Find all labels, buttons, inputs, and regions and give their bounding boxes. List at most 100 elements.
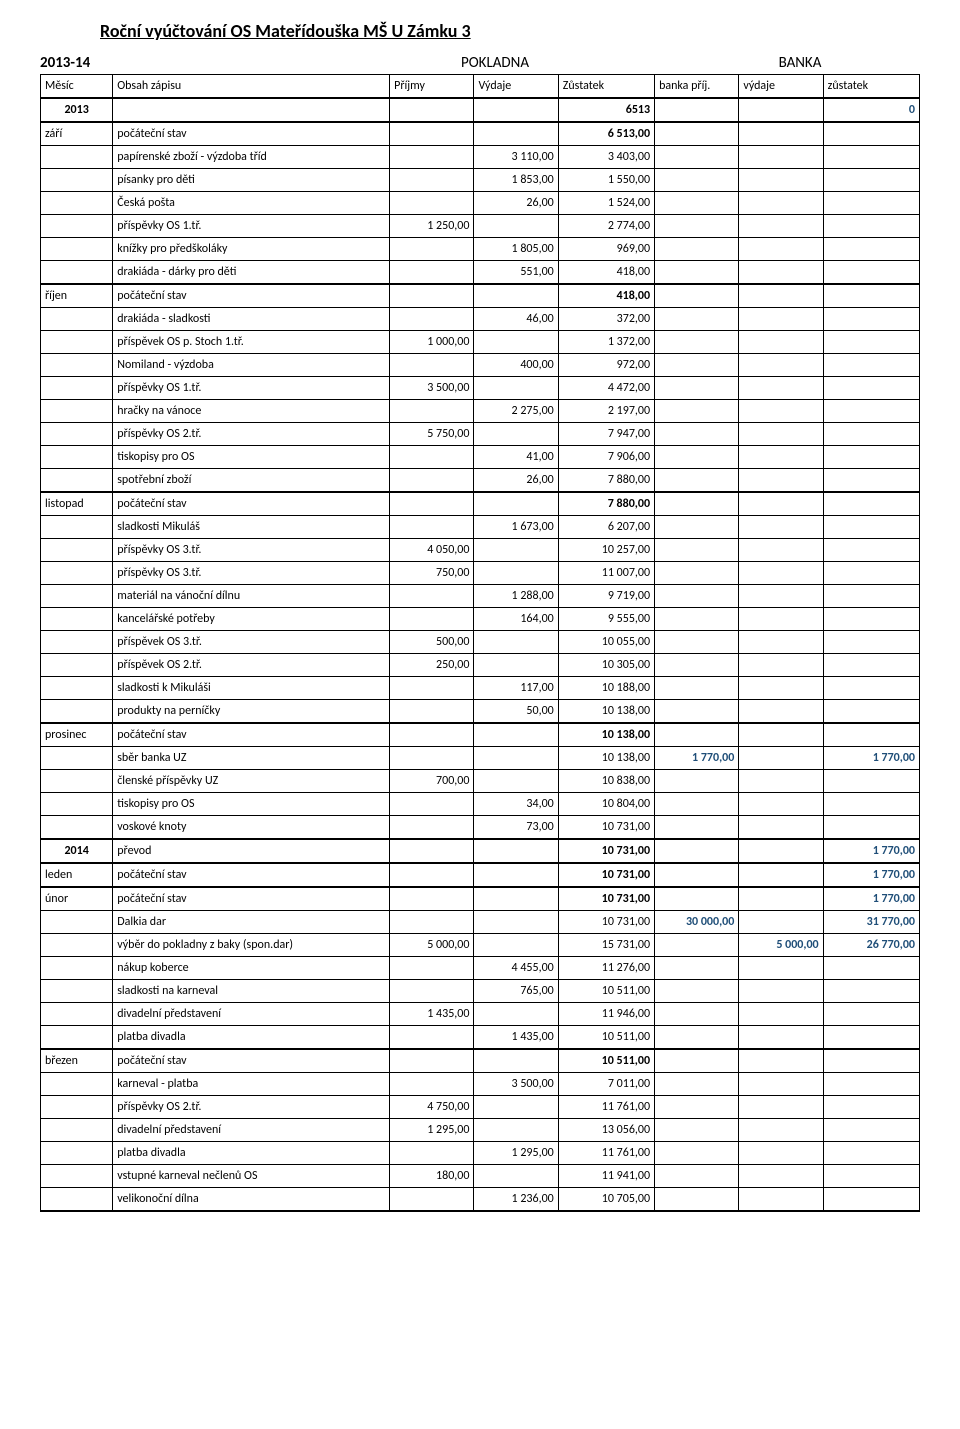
cell-zust: 10 305,00 xyxy=(558,654,654,677)
cell-mesic xyxy=(41,1119,113,1142)
cell-vydaje: 1 805,00 xyxy=(474,238,558,261)
cell-bvyd xyxy=(739,608,823,631)
cell-bzust: 31 770,00 xyxy=(823,911,919,934)
cell-mesic xyxy=(41,192,113,215)
cell-bzust xyxy=(823,1026,919,1050)
cell-bzust xyxy=(823,400,919,423)
cell-mesic xyxy=(41,516,113,539)
cell-bprij xyxy=(655,146,739,169)
cell-vydaje: 1 288,00 xyxy=(474,585,558,608)
col-bvyd: výdaje xyxy=(739,75,823,99)
cell-bvyd xyxy=(739,957,823,980)
cell-prijmy xyxy=(390,887,474,911)
cell-mesic: únor xyxy=(41,887,113,911)
header-row: Měsíc Obsah zápisu Příjmy Výdaje Zůstate… xyxy=(41,75,920,99)
cell-bzust xyxy=(823,816,919,840)
cell-obsah: převod xyxy=(113,839,390,863)
cell-prijmy xyxy=(390,608,474,631)
cell-zust: 11 761,00 xyxy=(558,1142,654,1165)
cell-bzust xyxy=(823,1188,919,1212)
cell-vydaje: 765,00 xyxy=(474,980,558,1003)
table-row: březenpočáteční stav10 511,00 xyxy=(41,1049,920,1073)
cell-obsah: kancelářské potřeby xyxy=(113,608,390,631)
cell-mesic xyxy=(41,585,113,608)
cell-prijmy xyxy=(390,238,474,261)
cell-bvyd xyxy=(739,585,823,608)
cell-vydaje xyxy=(474,839,558,863)
cell-bprij xyxy=(655,98,739,122)
cell-mesic xyxy=(41,608,113,631)
cell-obsah: příspěvky OS 2.tř. xyxy=(113,423,390,446)
cell-vydaje: 4 455,00 xyxy=(474,957,558,980)
cell-prijmy: 5 750,00 xyxy=(390,423,474,446)
cell-prijmy xyxy=(390,700,474,724)
cell-prijmy: 1 295,00 xyxy=(390,1119,474,1142)
cell-bprij xyxy=(655,1049,739,1073)
table-row: sladkosti k Mikuláši117,0010 188,00 xyxy=(41,677,920,700)
cell-obsah: příspěvky OS 3.tř. xyxy=(113,539,390,562)
cell-mesic xyxy=(41,1188,113,1212)
cell-bprij xyxy=(655,1188,739,1212)
cell-mesic xyxy=(41,934,113,957)
cell-obsah: tiskopisy pro OS xyxy=(113,793,390,816)
table-row: Česká pošta26,001 524,00 xyxy=(41,192,920,215)
cell-obsah: členské příspěvky UZ xyxy=(113,770,390,793)
cell-bvyd xyxy=(739,700,823,724)
cell-bzust xyxy=(823,122,919,146)
cell-bprij xyxy=(655,980,739,1003)
cell-prijmy: 1 250,00 xyxy=(390,215,474,238)
cell-prijmy xyxy=(390,911,474,934)
cell-zust: 9 719,00 xyxy=(558,585,654,608)
cell-bzust xyxy=(823,654,919,677)
cell-bvyd xyxy=(739,1049,823,1073)
cell-obsah: příspěvek OS p. Stoch 1.tř. xyxy=(113,331,390,354)
cell-obsah: spotřební zboží xyxy=(113,469,390,493)
cell-zust: 4 472,00 xyxy=(558,377,654,400)
cell-bzust xyxy=(823,585,919,608)
cell-bvyd xyxy=(739,887,823,911)
table-row: platba divadla1 435,0010 511,00 xyxy=(41,1026,920,1050)
cell-bvyd: 5 000,00 xyxy=(739,934,823,957)
table-row: spotřební zboží26,007 880,00 xyxy=(41,469,920,493)
cell-vydaje xyxy=(474,747,558,770)
cell-bzust xyxy=(823,146,919,169)
cell-bprij xyxy=(655,631,739,654)
cell-bprij xyxy=(655,957,739,980)
cell-bvyd xyxy=(739,1142,823,1165)
cell-bzust: 0 xyxy=(823,98,919,122)
cell-zust: 10 188,00 xyxy=(558,677,654,700)
cell-bprij xyxy=(655,700,739,724)
cell-zust: 10 731,00 xyxy=(558,816,654,840)
table-row: příspěvek OS 2.tř.250,0010 305,00 xyxy=(41,654,920,677)
cell-zust: 1 524,00 xyxy=(558,192,654,215)
cell-zust: 972,00 xyxy=(558,354,654,377)
cell-mesic: říjen xyxy=(41,284,113,308)
cell-prijmy: 5 000,00 xyxy=(390,934,474,957)
cell-obsah: drakiáda - sladkosti xyxy=(113,308,390,331)
cell-bprij xyxy=(655,400,739,423)
cell-prijmy xyxy=(390,747,474,770)
cell-zust: 10 731,00 xyxy=(558,863,654,887)
cell-vydaje: 1 295,00 xyxy=(474,1142,558,1165)
cell-prijmy xyxy=(390,839,474,863)
cell-bzust xyxy=(823,562,919,585)
cell-obsah: příspěvky OS 1.tř. xyxy=(113,215,390,238)
table-row: výběr do pokladny z baky (spon.dar)5 000… xyxy=(41,934,920,957)
cell-bprij xyxy=(655,169,739,192)
cell-bprij xyxy=(655,654,739,677)
cell-bzust xyxy=(823,284,919,308)
cell-bprij xyxy=(655,516,739,539)
cell-bvyd xyxy=(739,654,823,677)
cell-obsah: platba divadla xyxy=(113,1142,390,1165)
cell-zust: 7 947,00 xyxy=(558,423,654,446)
cell-bvyd xyxy=(739,516,823,539)
cell-zust: 9 555,00 xyxy=(558,608,654,631)
cell-vydaje xyxy=(474,1119,558,1142)
cell-prijmy xyxy=(390,261,474,285)
cell-obsah: Dalkia dar xyxy=(113,911,390,934)
cell-bvyd xyxy=(739,1073,823,1096)
cell-mesic xyxy=(41,469,113,493)
cell-mesic xyxy=(41,331,113,354)
table-row: listopadpočáteční stav7 880,00 xyxy=(41,492,920,516)
cell-zust: 418,00 xyxy=(558,261,654,285)
